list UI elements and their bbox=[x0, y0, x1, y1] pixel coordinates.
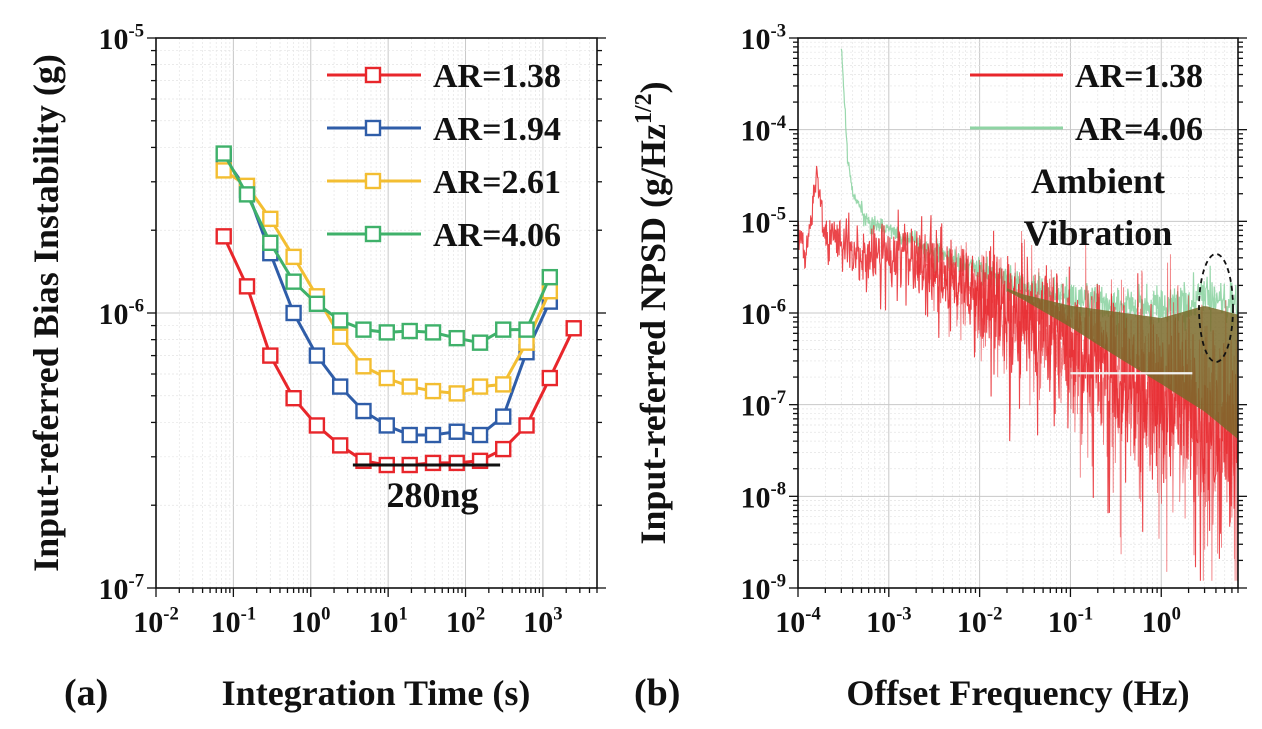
data-point bbox=[448, 454, 465, 472]
y-tick-label: 10-3 bbox=[741, 20, 787, 56]
data-point bbox=[495, 376, 512, 393]
legend-label: AR=1.38 bbox=[1075, 58, 1203, 95]
annotation-ambient: Ambient bbox=[1031, 161, 1165, 201]
y-tick-label: 10-5 bbox=[99, 20, 145, 56]
data-point bbox=[378, 369, 395, 387]
data-point bbox=[471, 426, 489, 444]
legend-label: AR=4.06 bbox=[433, 217, 561, 254]
data-point bbox=[424, 454, 442, 472]
data-point bbox=[355, 402, 372, 420]
data-point bbox=[331, 312, 349, 329]
data-point bbox=[424, 426, 442, 444]
data-point bbox=[331, 378, 349, 395]
data-point bbox=[238, 278, 256, 295]
data-point bbox=[262, 234, 279, 252]
legend-marker bbox=[364, 225, 382, 243]
legend-marker bbox=[364, 66, 382, 84]
plot-area bbox=[798, 48, 1238, 581]
ambient-vibration-ellipse bbox=[1198, 253, 1234, 363]
data-point bbox=[401, 322, 418, 340]
data-point bbox=[355, 321, 372, 338]
data-point bbox=[565, 320, 582, 337]
y-tick-label: 10-6 bbox=[741, 295, 787, 331]
data-point bbox=[448, 329, 465, 347]
series-AR=2.61 bbox=[215, 162, 559, 402]
series-AR=4.06 bbox=[215, 145, 559, 351]
data-point bbox=[401, 426, 418, 444]
data-point bbox=[424, 324, 442, 341]
y-tick-label: 10-4 bbox=[741, 112, 787, 148]
x-tick-label: 101 bbox=[368, 603, 407, 639]
data-point bbox=[471, 334, 489, 351]
data-point bbox=[495, 321, 512, 338]
legend-marker bbox=[364, 172, 382, 190]
data-point bbox=[262, 347, 279, 364]
data-point bbox=[448, 385, 465, 402]
x-tick-label: 100 bbox=[1142, 603, 1181, 639]
x-tick-label: 10-2 bbox=[957, 603, 1003, 639]
data-point bbox=[424, 382, 442, 400]
data-point bbox=[285, 389, 302, 407]
legend-label: AR=1.94 bbox=[433, 111, 561, 148]
y-tick-label: 10-6 bbox=[99, 295, 145, 331]
x-tick-label: 10-3 bbox=[866, 603, 912, 639]
data-point bbox=[308, 295, 326, 313]
data-point bbox=[215, 145, 232, 162]
data-point bbox=[285, 273, 302, 290]
x-tick-label: 103 bbox=[523, 603, 562, 639]
data-point bbox=[378, 324, 395, 341]
overlap-region bbox=[1007, 288, 1238, 440]
data-point bbox=[518, 417, 535, 434]
y-tick-label: 10-7 bbox=[741, 387, 787, 423]
data-point bbox=[308, 417, 326, 434]
x-axis-title: Offset Frequency (Hz) bbox=[846, 673, 1189, 713]
x-tick-label: 100 bbox=[291, 603, 330, 639]
y-tick-label: 10-5 bbox=[741, 204, 787, 240]
y-axis-title: Input-referred NPSD (g/Hz1/2) bbox=[631, 81, 673, 544]
panel-label-b: (b) bbox=[634, 672, 680, 714]
data-point bbox=[541, 268, 559, 286]
data-point bbox=[262, 210, 279, 228]
legend-label: AR=1.38 bbox=[433, 58, 561, 95]
legend-label: AR=2.61 bbox=[433, 164, 561, 201]
y-tick-label: 10-7 bbox=[99, 570, 145, 606]
y-tick-label: 10-9 bbox=[741, 570, 787, 606]
data-point bbox=[378, 417, 395, 434]
data-point bbox=[495, 408, 512, 425]
data-point bbox=[471, 378, 489, 395]
legend-label: AR=4.06 bbox=[1075, 111, 1203, 148]
x-tick-label: 102 bbox=[446, 603, 485, 639]
panel-b-npsd-chart: Ambient Vibration AR=1.38 AR=4.06 10-4 10-3 10… bbox=[631, 20, 1247, 714]
x-tick-label: 10-2 bbox=[133, 603, 179, 639]
data-point bbox=[495, 440, 512, 458]
data-point bbox=[308, 347, 326, 364]
annotation-vibration: Vibration bbox=[1024, 213, 1173, 253]
data-point bbox=[355, 358, 372, 375]
data-point bbox=[331, 437, 349, 454]
series-line-AR=1.38-overlay bbox=[915, 230, 1238, 581]
y-axis-title: Input-referred Bias Instability (g) bbox=[26, 54, 66, 572]
panel-label-a: (a) bbox=[64, 672, 108, 714]
x-tick-label: 10-1 bbox=[1048, 603, 1094, 639]
legend: AR=1.38 AR=4.06 bbox=[970, 58, 1203, 148]
legend: AR=1.38 AR=1.94 AR=2.61 AR=4.06 bbox=[327, 58, 561, 254]
data-point bbox=[518, 321, 535, 338]
legend-marker bbox=[364, 119, 382, 137]
data-point bbox=[215, 228, 232, 245]
data-point bbox=[215, 162, 232, 179]
data-point bbox=[331, 328, 349, 345]
y-tick-label: 10-8 bbox=[741, 479, 787, 515]
x-tick-label: 10-4 bbox=[775, 603, 821, 639]
data-point bbox=[285, 304, 302, 322]
data-point bbox=[238, 186, 256, 203]
x-tick-label: 10-1 bbox=[211, 603, 256, 639]
data-point bbox=[401, 378, 418, 395]
data-point bbox=[541, 369, 559, 387]
data-point bbox=[285, 248, 302, 266]
annotation-280ng: 280ng bbox=[386, 475, 478, 515]
x-axis-title: Integration Time (s) bbox=[222, 673, 531, 713]
data-point bbox=[448, 423, 465, 440]
